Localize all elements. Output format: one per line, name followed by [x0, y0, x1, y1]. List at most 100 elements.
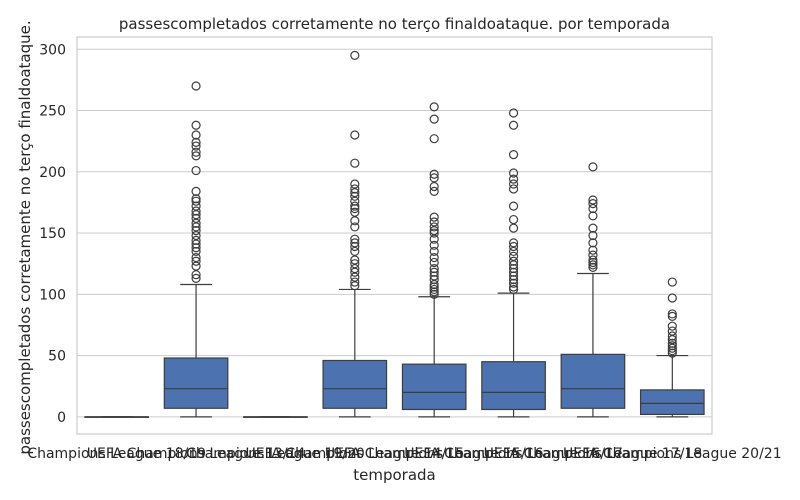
outlier-point	[429, 212, 439, 222]
outlier-point	[588, 238, 598, 248]
outlier-point	[350, 184, 360, 194]
box-iqr	[639, 389, 705, 415]
x-axis-title: temporada	[353, 466, 436, 484]
outlier-point	[350, 222, 360, 232]
box-iqr	[322, 359, 388, 409]
box-group	[639, 277, 705, 418]
outlier-point	[429, 271, 439, 281]
outlier-point	[508, 179, 519, 189]
box-group	[243, 416, 308, 418]
outlier-point	[350, 216, 360, 226]
outlier-point	[350, 179, 360, 189]
box-layer	[84, 50, 705, 418]
box-group	[84, 416, 150, 418]
outlier-point	[191, 273, 201, 283]
outlier-point	[667, 309, 677, 319]
x-tick-label: UEFA Champions League 15/16	[325, 446, 544, 462]
outlier-point	[508, 284, 519, 295]
outlier-point	[350, 234, 360, 244]
outlier-point	[191, 246, 201, 257]
outlier-point	[191, 120, 201, 130]
box-iqr	[163, 357, 229, 409]
outlier-point	[191, 225, 201, 236]
outlier-point	[191, 151, 201, 161]
outlier-point	[191, 186, 201, 196]
outlier-point	[350, 259, 360, 269]
outlier-point	[191, 165, 201, 176]
outlier-point	[508, 267, 519, 277]
outlier-point	[429, 287, 439, 297]
outlier-point	[588, 211, 598, 221]
outlier-point	[429, 282, 439, 292]
outlier-point	[588, 162, 598, 172]
outlier-point	[191, 81, 201, 91]
outlier-point	[667, 348, 677, 358]
outlier-point	[667, 338, 677, 348]
outlier-point	[508, 214, 519, 225]
outlier-point	[350, 50, 360, 60]
box-iqr	[560, 353, 626, 409]
outlier-point	[191, 196, 201, 206]
outlier-point	[508, 223, 519, 233]
outlier-point	[191, 243, 201, 253]
outlier-point	[667, 346, 677, 356]
outlier-point	[191, 130, 201, 140]
box-iqr	[481, 361, 546, 411]
outlier-point	[508, 251, 519, 261]
outlier-point	[667, 311, 677, 321]
x-tick-label: Champions League 19/20	[186, 446, 365, 462]
outlier-point	[429, 102, 439, 112]
outlier-point	[429, 169, 439, 179]
outlier-point	[588, 195, 598, 205]
outlier-point	[588, 250, 598, 260]
box-iqr	[401, 363, 467, 411]
outlier-point	[588, 199, 598, 209]
outlier-point	[191, 137, 201, 147]
box-group	[163, 81, 229, 418]
x-tick-label: Champions League 18/19	[27, 446, 206, 462]
outlier-point	[508, 150, 519, 160]
outlier-point	[508, 238, 519, 248]
outlier-point	[191, 235, 201, 246]
y-tick-label: 250	[39, 104, 66, 120]
y-tick-label: 200	[39, 165, 66, 181]
outlier-point	[508, 201, 519, 211]
outlier-point	[350, 203, 360, 214]
outlier-point	[508, 108, 519, 118]
outlier-point	[588, 245, 598, 255]
outlier-point	[429, 222, 439, 232]
outlier-point	[508, 174, 519, 184]
outlier-point	[588, 223, 598, 233]
outlier-point	[191, 256, 201, 266]
box-group	[481, 108, 546, 418]
outlier-point	[191, 206, 201, 216]
chart-title: passescompletados corretamente no terço …	[119, 15, 670, 33]
y-axis-title: passescompletados corretamente no terço …	[16, 20, 34, 454]
outlier-point	[350, 158, 360, 168]
outlier-point	[350, 191, 360, 201]
outlier-point	[350, 207, 360, 217]
outlier-point	[350, 238, 360, 248]
outlier-point	[508, 278, 519, 288]
outlier-point	[667, 277, 677, 287]
x-tick-label: UEFA Champions League 17/18	[484, 446, 703, 462]
outlier-point	[429, 228, 439, 238]
box-group	[560, 162, 626, 418]
y-tick-label: 300	[39, 42, 66, 58]
outlier-point	[429, 252, 439, 263]
outlier-point	[429, 289, 439, 299]
y-tick-label: 100	[39, 287, 66, 303]
outlier-point	[508, 282, 519, 292]
outlier-point	[508, 275, 519, 285]
outlier-point	[350, 130, 360, 140]
outlier-point	[508, 241, 519, 252]
outlier-point	[429, 134, 439, 144]
outlier-point	[588, 257, 598, 268]
box-group	[401, 102, 467, 418]
outlier-point	[429, 181, 439, 192]
outlier-point	[429, 267, 439, 277]
x-tick-label: UEFA Champions League 13/14	[87, 446, 306, 462]
outlier-point	[667, 321, 677, 331]
y-tick-labels: 0 50 100 150 200 250 300	[39, 42, 66, 426]
